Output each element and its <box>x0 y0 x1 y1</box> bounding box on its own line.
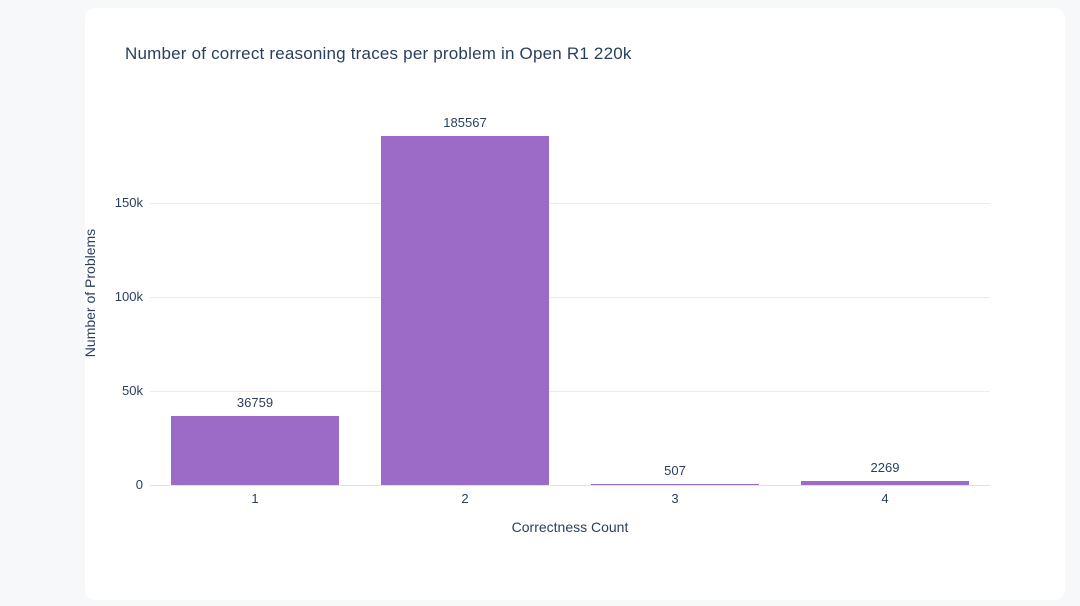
x-tick-label: 4 <box>881 491 889 506</box>
bar-category-1[interactable] <box>171 416 339 485</box>
x-tick-label: 1 <box>251 491 259 506</box>
x-axis-title: Correctness Count <box>511 519 629 535</box>
bar-value-label: 36759 <box>236 395 274 410</box>
chart-title: Number of correct reasoning traces per p… <box>125 44 632 63</box>
x-tick-label: 3 <box>671 491 679 506</box>
y-tick-label: 100k <box>114 289 143 305</box>
gridline <box>150 391 990 393</box>
bar-value-label: 185567 <box>443 115 487 130</box>
bar-value-label: 507 <box>664 463 686 478</box>
gridline <box>150 297 990 299</box>
bar-category-3[interactable] <box>591 484 759 485</box>
x-tick-label: 2 <box>461 491 469 506</box>
bar-category-4[interactable] <box>801 481 969 485</box>
bar-category-2[interactable] <box>381 136 549 485</box>
plot-area[interactable]: Correctness Count Number of Problems 0 50… <box>82 100 990 535</box>
x-axis-zero-line <box>150 485 990 486</box>
y-tick-label: 150k <box>114 195 143 211</box>
y-tick-label: 0 <box>135 477 143 492</box>
gridline <box>150 203 990 205</box>
chart-card: Number of correct reasoning traces per p… <box>82 8 1065 600</box>
bar-value-label: 2269 <box>870 460 900 475</box>
y-tick-label: 50k <box>122 383 143 399</box>
